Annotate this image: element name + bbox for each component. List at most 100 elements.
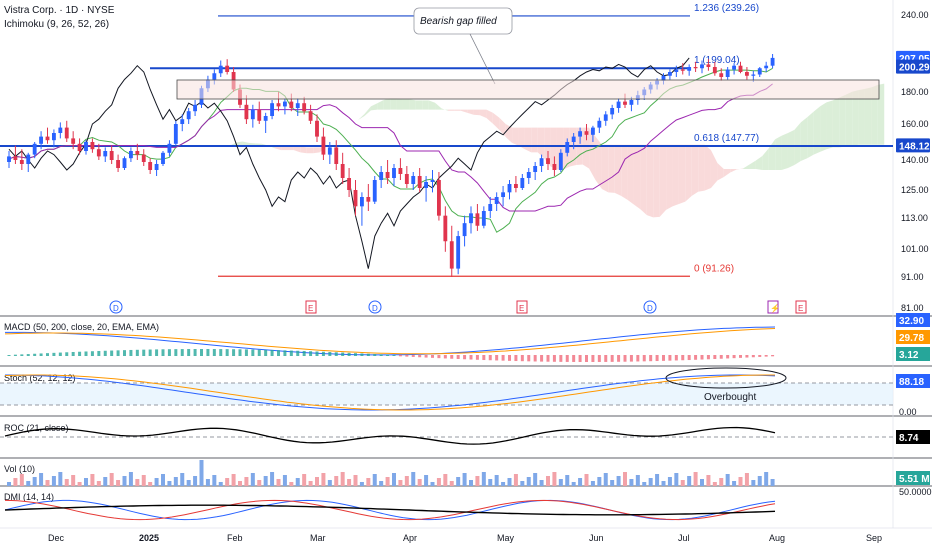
- macd-histogram-bar: [129, 349, 133, 356]
- candle-body: [520, 178, 525, 188]
- cloud-segment: [678, 144, 686, 204]
- event-marker-label: ⚡: [770, 303, 780, 313]
- event-markers[interactable]: D E D E D ⚡ E: [109, 300, 807, 314]
- volume-bar: [507, 478, 512, 486]
- macd-histogram-bar: [225, 349, 229, 356]
- bearish-gap-callout[interactable]: Bearish gap filled: [413, 7, 513, 85]
- cloud-segment: [428, 100, 436, 110]
- candle-body: [590, 127, 595, 135]
- volume-bar: [629, 479, 634, 486]
- cloud-segment: [845, 91, 853, 147]
- cloud-segment: [409, 99, 416, 110]
- macd-histogram-bar: [520, 355, 524, 362]
- earnings-marker: [795, 300, 807, 314]
- candle-body: [629, 100, 634, 105]
- volume-bar: [674, 473, 679, 486]
- candle-body: [404, 174, 409, 184]
- volume-bar: [103, 477, 108, 486]
- candle-body: [616, 101, 621, 108]
- stoch-value-bg: [896, 374, 930, 388]
- macd-histogram-bar: [103, 350, 107, 356]
- macd-histogram-bar: [636, 355, 640, 362]
- macd-histogram-bar: [565, 355, 569, 362]
- candle-body: [372, 180, 377, 202]
- macd-histogram-bar: [578, 355, 582, 362]
- cloud-segment: [877, 83, 885, 145]
- macd-histogram-bar: [726, 355, 730, 359]
- candle-body: [764, 65, 769, 69]
- volume-bar: [411, 472, 416, 486]
- macd-histogram-bar: [20, 354, 24, 356]
- macd-label: MACD (50, 200, close, 20, EMA, EMA): [4, 322, 159, 332]
- macd-histogram-bar: [347, 352, 351, 356]
- volume-bar: [501, 482, 506, 486]
- earnings-marker: [305, 300, 317, 314]
- candle-body: [122, 158, 127, 168]
- candle-body: [481, 211, 486, 226]
- price-tick: 81.00: [901, 303, 924, 313]
- candle-body: [770, 57, 775, 66]
- cloud-segment: [781, 133, 788, 170]
- volume-pane: Vol (10) 5.51 M: [4, 460, 930, 486]
- candle-body: [680, 69, 685, 71]
- macd-histogram-bar: [437, 355, 441, 359]
- macd-histogram-bar: [193, 349, 197, 356]
- volume-bar: [398, 480, 403, 486]
- price-tick: 140.00: [901, 155, 929, 165]
- cloud-segment: [685, 144, 692, 202]
- volume-bar: [58, 472, 63, 486]
- volume-bar: [687, 476, 692, 486]
- macd-histogram-bar: [142, 349, 146, 356]
- volume-bar: [289, 482, 294, 486]
- candle-body: [257, 109, 262, 121]
- volume-bar: [276, 479, 281, 486]
- roc-value: 8.74: [899, 433, 919, 444]
- cloud-segment: [768, 139, 776, 170]
- volume-bar: [116, 480, 121, 486]
- volume-bar: [19, 474, 24, 486]
- time-axis[interactable]: Dec 2025 Feb Mar Apr May Jun Jul Aug Sep: [48, 533, 882, 543]
- volume-bar: [648, 478, 653, 486]
- cloud-segment: [306, 147, 314, 154]
- overbought-ellipse[interactable]: [665, 367, 787, 389]
- cloud-segment: [743, 164, 750, 169]
- candle-body: [757, 68, 762, 75]
- dividend-marker: [643, 300, 657, 314]
- macd-histogram-bar: [540, 355, 544, 362]
- cloud-segment: [813, 106, 821, 155]
- dmi-plus: [4, 499, 776, 521]
- candle-body: [744, 72, 749, 76]
- fib-label: 1.236 (239.26): [694, 3, 759, 14]
- cloud-segment: [787, 129, 795, 168]
- cloud-segment: [762, 148, 769, 170]
- dividend-marker: [109, 300, 123, 314]
- macd-histogram-bar: [508, 355, 511, 361]
- candle-body: [218, 65, 223, 74]
- candle-body: [334, 147, 339, 164]
- candle-body: [302, 103, 307, 112]
- macd-histogram-bar: [289, 350, 293, 356]
- cloud-segment: [807, 111, 814, 159]
- volume-bar: [571, 482, 576, 486]
- roc-pane: ROC (21, close) 8.74: [0, 423, 930, 445]
- volume-bar: [712, 482, 717, 486]
- candle-body: [39, 136, 44, 144]
- volume-bar: [84, 478, 88, 486]
- volume-bar: [122, 476, 127, 486]
- volume-bar: [7, 482, 11, 486]
- candle-body: [751, 74, 756, 76]
- candle-body: [109, 151, 114, 160]
- volume-bar: [353, 475, 358, 486]
- volume-bar: [45, 480, 50, 486]
- candle-body: [501, 192, 506, 197]
- price-tick: 113.00: [901, 213, 928, 223]
- price-tick: 180.00: [901, 87, 929, 97]
- gap-zone[interactable]: [176, 79, 880, 100]
- cloud-segment: [544, 127, 551, 167]
- time-tick: Mar: [310, 533, 326, 543]
- macd-histogram-bar: [617, 355, 621, 362]
- cloud-segment: [672, 144, 679, 207]
- fib-retracement[interactable]: 1.236 (239.26) 1 (199.04) 0.618 (147.77) 0 …: [0, 3, 893, 277]
- macd-histogram-bar: [745, 355, 749, 358]
